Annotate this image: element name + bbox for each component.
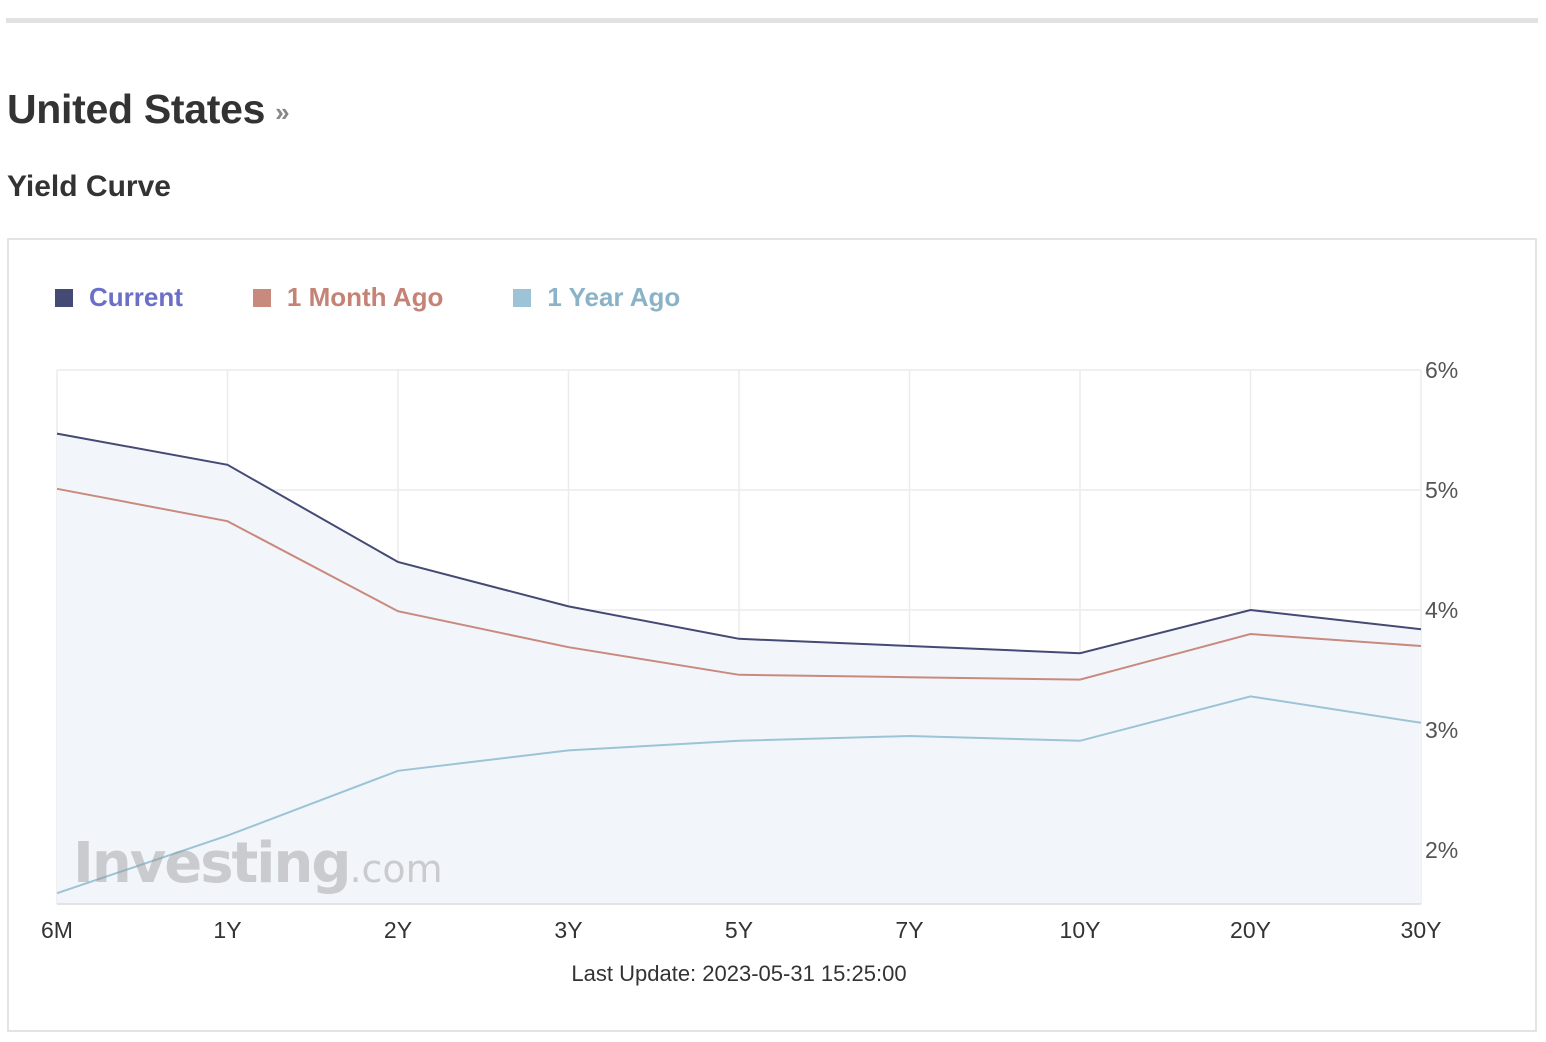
chevron-right-icon[interactable]: »	[275, 96, 290, 127]
x-tick-label: 2Y	[384, 917, 412, 943]
x-tick-label: 3Y	[554, 917, 582, 943]
legend-swatch	[513, 288, 532, 307]
last-update-label: Last Update: 2023-05-31 15:25:00	[571, 961, 907, 986]
x-tick-label: 30Y	[1401, 917, 1442, 943]
chart-plot-area: 6M 1Y 2Y 3Y 5Y 7Y 10Y 20Y 30Y 6% 5% 4% 3% 2%	[41, 357, 1458, 943]
legend-swatch	[55, 288, 73, 307]
page-title[interactable]: United States »	[7, 86, 290, 133]
y-tick-label: 2%	[1425, 837, 1458, 863]
section-title: Yield Curve	[7, 170, 171, 203]
legend-item-current[interactable]: Current	[55, 282, 183, 313]
x-tick-label: 5Y	[725, 917, 753, 943]
yield-curve-chart: Current 1 Month Ago 1 Year Ago 6M 1Y 2Y 3Y 5Y 7…	[7, 238, 1537, 1032]
x-tick-label: 6M	[41, 917, 73, 943]
chart-legend: Current 1 Month Ago 1 Year Ago	[55, 282, 750, 313]
area-fill	[57, 433, 1421, 904]
y-tick-label: 3%	[1425, 717, 1458, 743]
investing-watermark-logo: Investing.com	[73, 831, 443, 896]
page-title-text[interactable]: United States	[7, 86, 266, 132]
y-tick-label: 4%	[1425, 597, 1458, 623]
y-tick-label: 6%	[1425, 357, 1458, 383]
x-tick-label: 1Y	[213, 917, 241, 943]
legend-item-1-year-ago[interactable]: 1 Year Ago	[513, 282, 680, 313]
x-tick-label: 7Y	[895, 917, 923, 943]
y-tick-label: 5%	[1425, 477, 1458, 503]
legend-label: Current	[89, 282, 183, 312]
top-divider	[6, 18, 1538, 23]
legend-item-1-month-ago[interactable]: 1 Month Ago	[252, 282, 444, 313]
legend-label: 1 Year Ago	[547, 282, 681, 312]
legend-label: 1 Month Ago	[286, 282, 444, 312]
x-tick-label: 20Y	[1230, 917, 1271, 943]
x-tick-label: 10Y	[1060, 917, 1101, 943]
legend-swatch	[252, 288, 271, 307]
